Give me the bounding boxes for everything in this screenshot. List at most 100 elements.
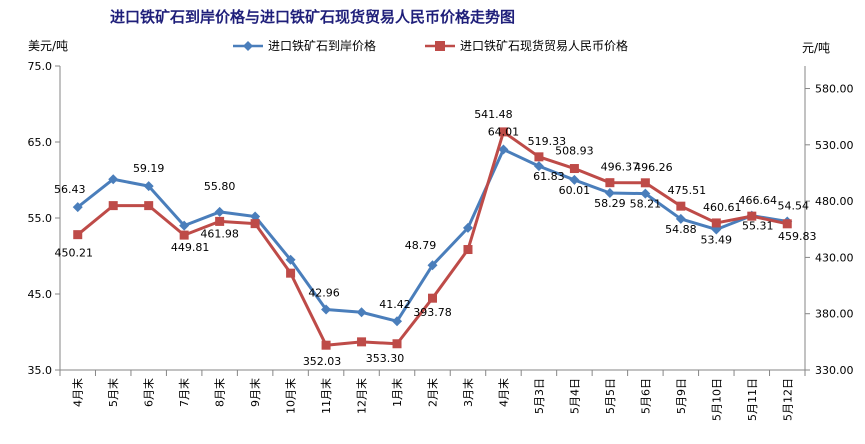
right-tick-label: 530.00 xyxy=(815,139,854,152)
data-label-series-1: 58.29 xyxy=(594,197,626,210)
data-label-series-1: 64.01 xyxy=(488,126,520,139)
axes: 35.0 45.0 55.0 65.0 75.0 330.00 380.00 430.00 48… xyxy=(28,60,854,421)
data-point-series-1 xyxy=(72,202,83,213)
data-point-series-1 xyxy=(392,316,403,327)
data-point-series-1 xyxy=(179,220,190,231)
data-label-series-1: 61.83 xyxy=(533,170,565,183)
data-point-series-1 xyxy=(675,213,686,224)
x-tick-label: 12月末 xyxy=(355,378,369,414)
right-tick-label: 430.00 xyxy=(815,251,854,264)
data-point-series-2 xyxy=(498,127,508,137)
data-point-series-1 xyxy=(427,260,438,271)
data-label-series-2: 519.33 xyxy=(528,135,567,148)
x-tick-label: 4月末 xyxy=(71,378,85,407)
legend-marker-series-1 xyxy=(243,41,253,51)
x-tick-label: 5月10日 xyxy=(710,378,723,421)
data-label-series-2: 508.93 xyxy=(555,145,594,158)
data-point-series-2 xyxy=(215,216,225,226)
left-tick-label: 75.0 xyxy=(28,60,53,73)
data-point-series-2 xyxy=(357,337,367,347)
data-point-series-2 xyxy=(782,219,792,229)
data-label-series-2: 496.37 xyxy=(601,161,640,174)
x-tick-label: 9月末 xyxy=(248,378,262,407)
data-label-series-1: 48.79 xyxy=(405,239,437,252)
chart-title: 进口铁矿石到岸价格与进口铁矿石现货贸易人民币价格走势图 xyxy=(110,8,515,26)
data-label-series-2: 461.98 xyxy=(200,227,239,240)
left-tick-label: 35.0 xyxy=(28,364,53,377)
data-label-series-1: 60.01 xyxy=(559,184,591,197)
data-label-series-2: 352.03 xyxy=(303,355,342,368)
data-label-series-2: 460.61 xyxy=(703,201,742,214)
data-labels: 56.43 59.19 55.80 42.96 41.42 48.79 64.01 61.83… xyxy=(54,108,817,368)
x-tick-label: 5月4日 xyxy=(568,378,581,414)
data-point-series-1 xyxy=(321,304,332,315)
data-point-series-2 xyxy=(108,201,118,211)
data-point-series-2 xyxy=(428,293,437,303)
data-label-series-1: 56.43 xyxy=(54,183,86,196)
legend-marker-series-2 xyxy=(435,41,445,51)
data-label-series-2: 449.81 xyxy=(171,241,210,254)
data-point-series-2 xyxy=(534,152,544,162)
x-tick-label: 5月11日 xyxy=(746,378,759,421)
data-point-series-1 xyxy=(569,174,580,185)
data-point-series-2 xyxy=(640,178,650,188)
x-tick-label: 8月末 xyxy=(213,378,227,407)
data-point-series-2 xyxy=(392,339,402,349)
data-point-series-2 xyxy=(569,164,579,174)
x-tick-label: 5月3日 xyxy=(533,378,546,414)
legend: 进口铁矿石到岸价格 进口铁矿石现货贸易人民币价格 xyxy=(233,38,628,53)
right-tick-label: 330.00 xyxy=(815,364,854,377)
x-tick-label: 7月末 xyxy=(177,378,191,407)
data-point-series-1 xyxy=(462,222,473,233)
data-label-series-1: 54.88 xyxy=(665,223,697,236)
x-tick-label: 4月末 xyxy=(496,378,510,407)
data-label-series-2: 496.26 xyxy=(634,161,673,174)
right-tick-label: 580.00 xyxy=(815,83,854,96)
x-tick-label: 10月末 xyxy=(284,378,298,414)
data-point-series-2 xyxy=(179,230,189,240)
data-label-series-1: 54.54 xyxy=(778,199,810,212)
data-point-series-2 xyxy=(321,340,331,350)
x-tick-label: 5月末 xyxy=(106,378,120,407)
data-label-series-1: 55.31 xyxy=(742,220,774,233)
data-point-series-1 xyxy=(498,144,509,155)
x-tick-label: 5月9日 xyxy=(675,378,688,414)
data-label-series-2: 393.78 xyxy=(413,306,452,319)
data-point-series-2 xyxy=(463,245,473,255)
data-point-series-2 xyxy=(747,211,757,221)
data-label-series-1: 42.96 xyxy=(308,287,340,300)
data-point-series-2 xyxy=(711,218,721,228)
left-axis-unit: 美元/吨 xyxy=(28,39,68,53)
data-point-series-1 xyxy=(143,181,154,192)
x-tick-label: 1月末 xyxy=(390,378,404,407)
x-tick-label: 3月末 xyxy=(461,378,475,407)
data-point-series-1 xyxy=(640,188,651,199)
data-point-series-2 xyxy=(250,219,260,229)
right-tick-label: 480.00 xyxy=(815,195,854,208)
x-tick-label: 2月末 xyxy=(426,378,440,407)
legend-label-series-2: 进口铁矿石现货贸易人民币价格 xyxy=(460,38,628,53)
data-point-series-1 xyxy=(285,254,296,265)
x-tick-label: 11月末 xyxy=(319,378,333,414)
data-point-series-1 xyxy=(250,211,261,222)
left-tick-label: 55.0 xyxy=(28,212,53,225)
right-tick-label: 380.00 xyxy=(815,308,854,321)
data-point-series-2 xyxy=(286,268,296,278)
x-tick-label: 5月5日 xyxy=(604,378,617,414)
legend-label-series-1: 进口铁矿石到岸价格 xyxy=(268,38,376,53)
data-point-series-2 xyxy=(144,201,154,211)
data-label-series-1: 53.49 xyxy=(701,233,733,246)
data-point-series-2 xyxy=(605,178,615,188)
left-tick-label: 45.0 xyxy=(28,288,53,301)
data-point-series-2 xyxy=(676,201,686,211)
data-label-series-2: 466.64 xyxy=(739,194,778,207)
data-point-series-1 xyxy=(214,206,225,217)
data-point-series-2 xyxy=(73,230,83,240)
data-label-series-1: 55.80 xyxy=(204,180,236,193)
data-label-series-1: 59.19 xyxy=(133,162,165,175)
x-tick-label: 5月6日 xyxy=(639,378,652,414)
data-point-series-1 xyxy=(533,161,544,172)
data-label-series-2: 459.83 xyxy=(778,230,817,243)
x-tick-label: 5月12日 xyxy=(781,378,794,421)
